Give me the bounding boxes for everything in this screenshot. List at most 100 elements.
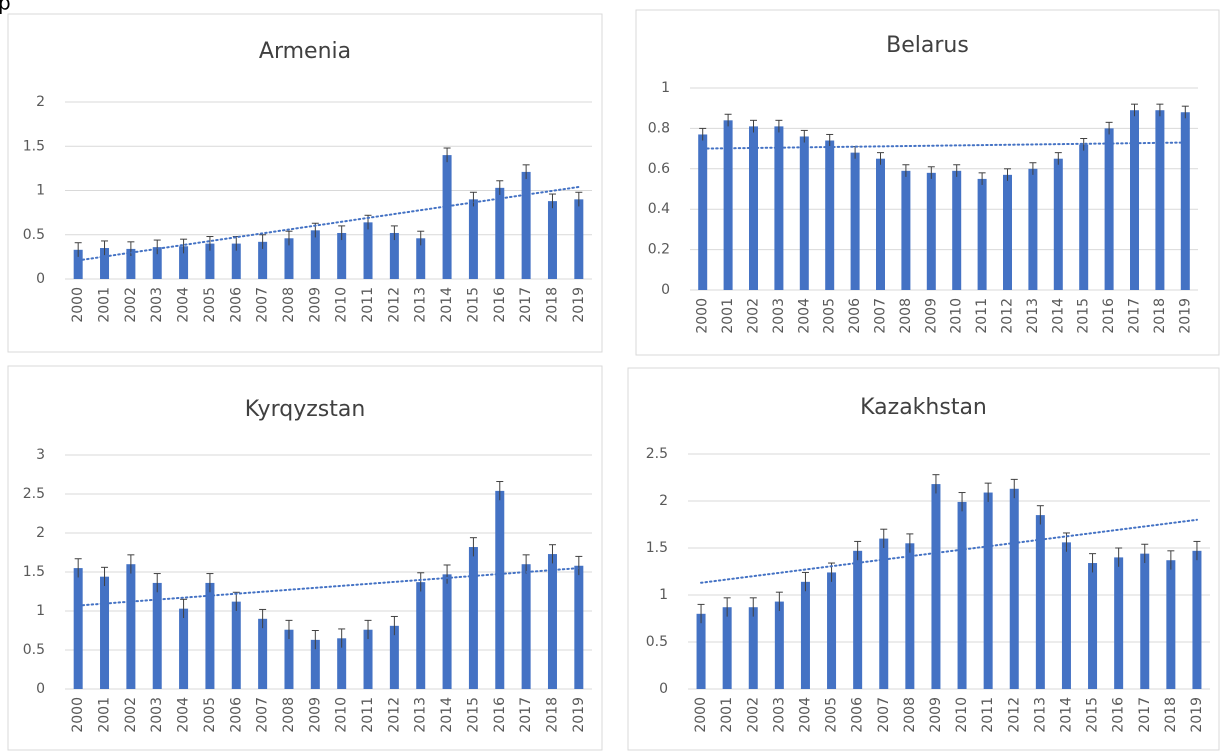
- x-tick-label: 2007: [255, 287, 271, 323]
- error-bar: [877, 152, 884, 165]
- error-bar: [496, 180, 504, 195]
- error-bar: [364, 619, 372, 640]
- bar: [1192, 550, 1202, 689]
- bar: [231, 243, 241, 279]
- bar: [1028, 168, 1038, 290]
- bar: [850, 152, 860, 290]
- x-tick-label: 2011: [980, 697, 996, 733]
- bar: [284, 238, 294, 279]
- bar: [1114, 557, 1124, 689]
- error-bar: [285, 619, 293, 640]
- bar: [284, 629, 294, 689]
- x-tick-label: 2002: [746, 298, 762, 334]
- x-tick-label: 2000: [695, 298, 711, 334]
- bar: [879, 538, 889, 689]
- bar: [73, 568, 83, 689]
- error-bar: [880, 528, 888, 548]
- error-bar: [469, 537, 477, 557]
- error-bar: [801, 571, 809, 592]
- bar: [722, 607, 732, 689]
- error-bar: [1141, 543, 1149, 564]
- x-tick-label: 2015: [1076, 298, 1092, 334]
- error-bar: [927, 166, 935, 179]
- x-tick-label: 2003: [149, 697, 165, 733]
- x-tick-label: 2002: [745, 697, 761, 733]
- bar: [179, 246, 189, 279]
- bar: [1061, 542, 1071, 689]
- x-tick-label: 2015: [465, 697, 481, 733]
- y-tick-label: 1: [661, 80, 670, 96]
- y-tick-label: 0: [661, 282, 670, 298]
- bar: [1009, 488, 1019, 689]
- chart-frame: [635, 9, 1220, 356]
- error-bar: [953, 164, 961, 177]
- y-tick-label: 2.5: [23, 486, 45, 502]
- x-tick-label: 2004: [797, 697, 813, 733]
- bar: [825, 140, 835, 290]
- x-tick-label: 2001: [720, 298, 736, 334]
- x-tick-label: 2002: [123, 697, 139, 733]
- bar: [363, 629, 373, 689]
- x-tick-label: 2010: [334, 287, 350, 323]
- error-bar: [390, 615, 398, 636]
- x-tick-label: 2007: [876, 697, 892, 733]
- bar: [310, 639, 320, 689]
- chart-frame: [627, 367, 1220, 751]
- error-bar: [750, 119, 757, 133]
- x-tick-label: 2012: [1000, 298, 1016, 334]
- error-bar: [127, 241, 135, 256]
- x-tick-label: 2000: [693, 697, 709, 733]
- bar: [205, 582, 215, 689]
- error-bar: [285, 230, 293, 246]
- bar: [231, 601, 241, 689]
- x-tick-label: 2003: [149, 287, 165, 323]
- x-tick-label: 2006: [228, 287, 244, 323]
- bar: [1130, 110, 1139, 290]
- x-tick-label: 2006: [847, 298, 863, 334]
- y-tick-label: 0.6: [648, 161, 670, 177]
- y-tick-label: 0.8: [648, 120, 670, 136]
- x-tick-label: 2011: [974, 298, 990, 334]
- error-bar: [854, 540, 862, 561]
- y-tick-label: 0.5: [23, 227, 45, 243]
- error-bar: [548, 544, 556, 564]
- x-tick-label: 2005: [822, 298, 838, 334]
- error-bar: [724, 113, 732, 127]
- error-bar: [496, 481, 504, 501]
- error-bar: [958, 492, 966, 512]
- bar: [957, 501, 967, 689]
- x-tick-label: 2000: [70, 287, 86, 323]
- bar: [1104, 128, 1114, 290]
- bar: [827, 572, 837, 689]
- x-tick-label: 2019: [571, 287, 587, 323]
- error-bar: [575, 555, 583, 576]
- bar: [126, 248, 136, 279]
- error-bar: [180, 238, 188, 254]
- bar: [1035, 515, 1045, 689]
- trendline: [77, 185, 580, 262]
- x-tick-label: 2017: [1137, 697, 1153, 733]
- bar: [152, 582, 162, 689]
- y-tick-label: 1: [659, 587, 668, 603]
- x-tick-label: 2004: [796, 298, 812, 334]
- bar: [468, 199, 478, 279]
- error-bar: [575, 191, 583, 207]
- y-tick-label: 0: [36, 681, 45, 697]
- error-bar: [1029, 162, 1037, 175]
- error-bar: [723, 597, 731, 617]
- error-bar: [1181, 105, 1189, 119]
- y-tick-label: 0.5: [23, 642, 45, 658]
- bar: [389, 232, 399, 279]
- chart-title: Kazakhstan: [860, 395, 987, 420]
- x-tick-label: 2016: [1111, 697, 1127, 733]
- chart-title: Belarus: [886, 33, 969, 58]
- error-bar: [443, 147, 451, 163]
- x-tick-label: 2019: [571, 697, 587, 733]
- error-bar: [826, 133, 834, 147]
- bar: [547, 201, 557, 279]
- x-tick-label: 2013: [413, 697, 429, 733]
- x-tick-label: 2009: [928, 697, 944, 733]
- x-tick-label: 2008: [902, 697, 918, 733]
- x-tick-label: 2012: [386, 287, 402, 323]
